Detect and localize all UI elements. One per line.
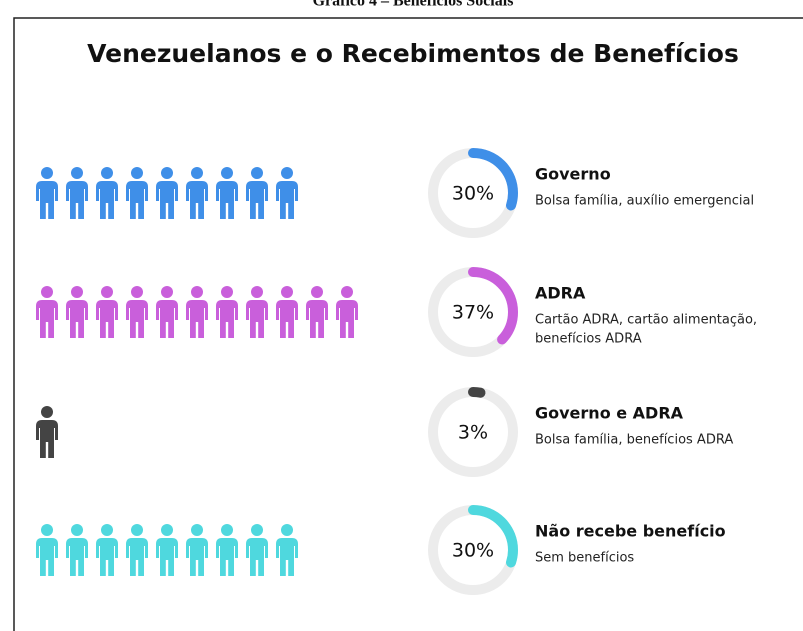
person-body	[36, 420, 58, 458]
person-head	[41, 286, 53, 298]
donut-arc	[428, 387, 518, 477]
category-label: Não recebe benefício	[535, 522, 726, 541]
person-head	[221, 524, 233, 536]
value-label: 30%	[452, 540, 494, 562]
person-body	[126, 538, 148, 576]
description: Cartão ADRA, cartão alimentação,	[535, 313, 757, 328]
person-body	[36, 538, 58, 576]
person-body	[276, 300, 298, 338]
caption: Gráfico 4 – Benefícios Sociais	[313, 0, 514, 10]
person-head	[251, 167, 263, 179]
category-label: Governo e ADRA	[535, 404, 684, 423]
person-body	[306, 300, 328, 338]
person-head	[341, 286, 353, 298]
donut-arc	[428, 505, 518, 595]
person-body	[186, 300, 208, 338]
description: Bolsa família, auxílio emergencial	[535, 194, 754, 209]
person-body	[66, 538, 88, 576]
value-label: 30%	[452, 183, 494, 205]
person-head	[311, 286, 323, 298]
person-head	[71, 524, 83, 536]
person-body	[36, 181, 58, 219]
person-head	[131, 524, 143, 536]
person-body	[216, 300, 238, 338]
person-body	[246, 181, 268, 219]
person-body	[216, 538, 238, 576]
person-body	[246, 300, 268, 338]
person-body	[156, 300, 178, 338]
frame	[13, 17, 803, 631]
value-label: 37%	[452, 302, 494, 324]
description: Bolsa família, benefícios ADRA	[535, 433, 733, 448]
chart-title: Venezuelanos e o Recebimentos de Benefíc…	[87, 39, 739, 68]
person-head	[161, 167, 173, 179]
person-head	[281, 167, 293, 179]
person-head	[71, 286, 83, 298]
person-head	[101, 524, 113, 536]
person-head	[41, 524, 53, 536]
person-body	[96, 300, 118, 338]
person-body	[246, 538, 268, 576]
person-body	[126, 181, 148, 219]
person-head	[101, 286, 113, 298]
person-body	[66, 300, 88, 338]
description: benefícios ADRA	[535, 332, 642, 347]
person-head	[161, 524, 173, 536]
person-head	[41, 167, 53, 179]
donut-arc	[428, 148, 518, 238]
person-head	[191, 524, 203, 536]
person-body	[156, 538, 178, 576]
person-head	[251, 524, 263, 536]
category-label: Governo	[535, 165, 611, 184]
description: Sem benefícios	[535, 551, 634, 566]
category-label: ADRA	[535, 284, 586, 303]
person-head	[71, 167, 83, 179]
person-body	[96, 181, 118, 219]
person-body	[336, 300, 358, 338]
person-body	[186, 181, 208, 219]
person-head	[221, 286, 233, 298]
person-head	[131, 167, 143, 179]
person-body	[126, 300, 148, 338]
person-body	[156, 181, 178, 219]
person-head	[221, 167, 233, 179]
person-head	[191, 286, 203, 298]
person-head	[251, 286, 263, 298]
person-body	[96, 538, 118, 576]
person-body	[36, 300, 58, 338]
person-body	[216, 181, 238, 219]
person-body	[66, 181, 88, 219]
person-head	[131, 286, 143, 298]
person-body	[276, 538, 298, 576]
person-head	[191, 167, 203, 179]
person-head	[41, 406, 53, 418]
person-body	[276, 181, 298, 219]
donut-arc	[428, 267, 518, 357]
value-label: 3%	[458, 422, 488, 444]
person-body	[186, 538, 208, 576]
person-head	[101, 167, 113, 179]
person-head	[161, 286, 173, 298]
person-head	[281, 524, 293, 536]
person-head	[281, 286, 293, 298]
